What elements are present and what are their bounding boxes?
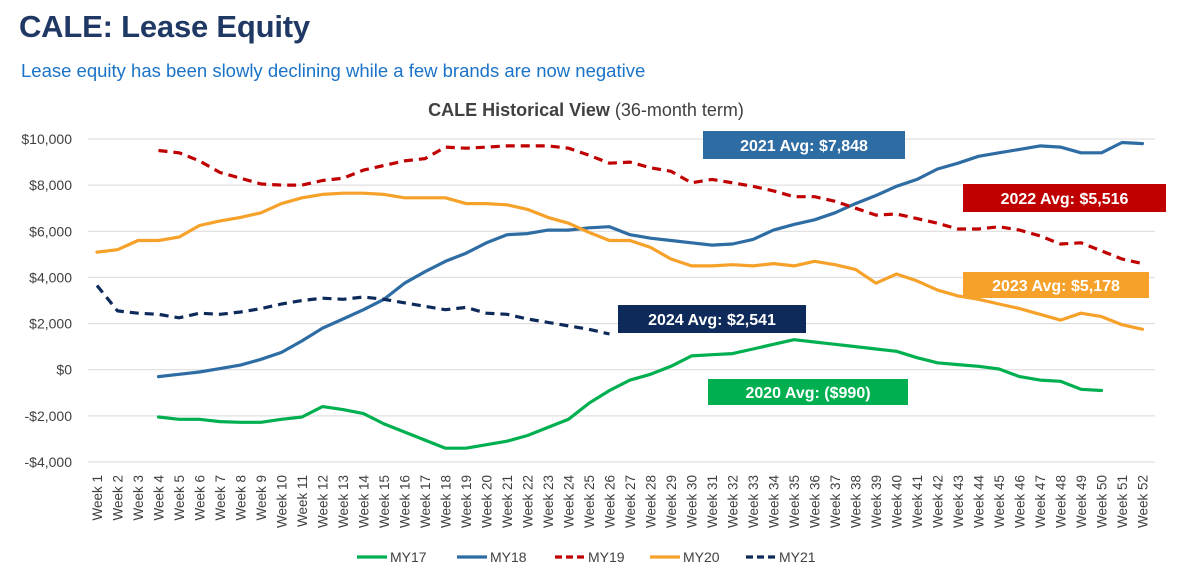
legend-item-my17: MY17 bbox=[357, 549, 427, 565]
x-tick-label: Week 29 bbox=[664, 475, 679, 528]
x-tick-label: Week 20 bbox=[480, 475, 495, 528]
x-tick-label: Week 34 bbox=[767, 475, 782, 529]
x-tick-label: Week 32 bbox=[726, 475, 741, 528]
x-tick-label: Week 21 bbox=[500, 475, 515, 528]
x-tick-label: Week 52 bbox=[1136, 475, 1151, 528]
page-title: CALE: Lease Equity bbox=[19, 9, 310, 44]
annotation-box: 2020 Avg: ($990) bbox=[708, 379, 908, 405]
legend-item-my19: MY19 bbox=[555, 549, 625, 565]
annotations: 2021 Avg: $7,848 2022 Avg: $5,516 2023 Avg… bbox=[618, 131, 1166, 405]
series-line-my17 bbox=[156, 338, 1104, 450]
x-tick-label: Week 38 bbox=[849, 475, 864, 528]
x-tick-label: Week 39 bbox=[869, 475, 884, 528]
annotation-label: 2020 Avg: ($990) bbox=[745, 385, 870, 402]
legend: MY17 MY18 MY19 MY20 MY21 bbox=[357, 549, 816, 565]
x-tick-label: Week 15 bbox=[377, 475, 392, 528]
chart-title: CALE Historical View (36-month term) bbox=[428, 100, 744, 120]
annotation-label: 2022 Avg: $5,516 bbox=[1001, 191, 1129, 208]
x-tick-label: Week 19 bbox=[459, 475, 474, 528]
annotation-label: 2024 Avg: $2,541 bbox=[648, 312, 776, 329]
x-tick-label: Week 5 bbox=[172, 475, 187, 521]
y-tick-label: $10,000 bbox=[21, 131, 72, 147]
y-tick-label: -$2,000 bbox=[25, 408, 73, 424]
x-tick-label: Week 33 bbox=[746, 475, 761, 528]
x-tick-label: Week 8 bbox=[234, 475, 249, 521]
x-tick-label: Week 6 bbox=[193, 475, 208, 521]
annotation-box: 2021 Avg: $7,848 bbox=[703, 131, 905, 159]
x-tick-label: Week 25 bbox=[582, 475, 597, 528]
x-tick-label: Week 31 bbox=[705, 475, 720, 528]
x-tick-label: Week 47 bbox=[1033, 475, 1048, 528]
x-tick-label: Week 44 bbox=[972, 475, 987, 529]
x-tick-label: Week 2 bbox=[111, 475, 126, 521]
x-tick-label: Week 51 bbox=[1115, 475, 1130, 528]
x-tick-label: Week 48 bbox=[1054, 475, 1069, 528]
chart-title-term: (36-month term) bbox=[610, 100, 744, 120]
annotation-bg bbox=[618, 305, 806, 333]
y-axis: -$4,000 -$2,000 $0 $2,000 $4,000 $6,000 $8,000… bbox=[21, 131, 72, 470]
series-line-my21 bbox=[95, 284, 610, 336]
x-tick-label: Week 14 bbox=[357, 475, 372, 529]
x-tick-label: Week 43 bbox=[951, 475, 966, 528]
x-tick-label: Week 24 bbox=[562, 475, 577, 529]
x-tick-label: Week 4 bbox=[152, 475, 167, 521]
y-tick-label: $4,000 bbox=[29, 269, 72, 285]
annotation-bg bbox=[703, 131, 905, 159]
annotation-bg bbox=[708, 379, 908, 405]
x-tick-label: Week 26 bbox=[603, 475, 618, 528]
x-tick-label: Week 11 bbox=[295, 475, 310, 527]
page-subtitle: Lease equity has been slowly declining w… bbox=[21, 60, 646, 81]
annotation-label: 2021 Avg: $7,848 bbox=[740, 138, 868, 155]
x-tick-label: Week 16 bbox=[398, 475, 413, 528]
x-tick-label: Week 30 bbox=[685, 475, 700, 528]
x-tick-label: Week 12 bbox=[316, 475, 331, 528]
x-axis: Week 1 Week 2 Week 3 Week 4 Week 5 Week 6 Week… bbox=[90, 475, 1151, 529]
x-tick-label: Week 49 bbox=[1074, 475, 1089, 528]
legend-label: MY17 bbox=[390, 549, 427, 565]
x-tick-label: Week 41 bbox=[910, 475, 925, 528]
annotation-bg bbox=[963, 272, 1149, 298]
y-tick-label: $0 bbox=[56, 362, 72, 378]
x-tick-label: Week 3 bbox=[131, 475, 146, 521]
legend-label: MY20 bbox=[683, 549, 720, 565]
y-tick-label: $8,000 bbox=[29, 177, 72, 193]
x-tick-label: Week 28 bbox=[644, 475, 659, 528]
annotation-box: 2022 Avg: $5,516 bbox=[963, 184, 1166, 212]
x-tick-label: Week 40 bbox=[890, 475, 905, 528]
annotation-box: 2023 Avg: $5,178 bbox=[963, 272, 1149, 298]
x-tick-label: Week 9 bbox=[254, 475, 269, 521]
x-tick-label: Week 27 bbox=[623, 475, 638, 528]
legend-item-my21: MY21 bbox=[746, 549, 816, 565]
x-tick-label: Week 22 bbox=[521, 475, 536, 528]
legend-item-my18: MY18 bbox=[457, 549, 527, 565]
chart-title-main: CALE Historical View bbox=[428, 100, 611, 120]
legend-item-my20: MY20 bbox=[650, 549, 720, 565]
y-tick-label: $6,000 bbox=[29, 223, 72, 239]
x-tick-label: Week 7 bbox=[213, 475, 228, 521]
x-tick-label: Week 23 bbox=[541, 475, 556, 528]
x-tick-label: Week 37 bbox=[828, 475, 843, 528]
series-line-my18 bbox=[156, 140, 1145, 379]
x-tick-label: Week 42 bbox=[931, 475, 946, 528]
legend-label: MY21 bbox=[779, 549, 816, 565]
annotation-label: 2023 Avg: $5,178 bbox=[992, 278, 1120, 295]
legend-label: MY18 bbox=[490, 549, 527, 565]
x-tick-label: Week 50 bbox=[1095, 475, 1110, 528]
x-tick-label: Week 13 bbox=[336, 475, 351, 528]
x-tick-label: Week 46 bbox=[1013, 475, 1028, 528]
legend-label: MY19 bbox=[588, 549, 625, 565]
annotation-bg bbox=[963, 184, 1166, 212]
x-tick-label: Week 17 bbox=[418, 475, 433, 528]
series-line-my19 bbox=[158, 144, 1143, 266]
x-tick-label: Week 10 bbox=[275, 475, 290, 528]
x-tick-label: Week 1 bbox=[90, 475, 105, 521]
y-tick-label: -$4,000 bbox=[25, 454, 73, 470]
x-tick-label: Week 36 bbox=[808, 475, 823, 528]
annotation-box: 2024 Avg: $2,541 bbox=[618, 305, 806, 333]
x-tick-label: Week 45 bbox=[992, 475, 1007, 528]
x-tick-label: Week 35 bbox=[787, 475, 802, 528]
y-tick-label: $2,000 bbox=[29, 316, 72, 332]
x-tick-label: Week 18 bbox=[439, 475, 454, 528]
